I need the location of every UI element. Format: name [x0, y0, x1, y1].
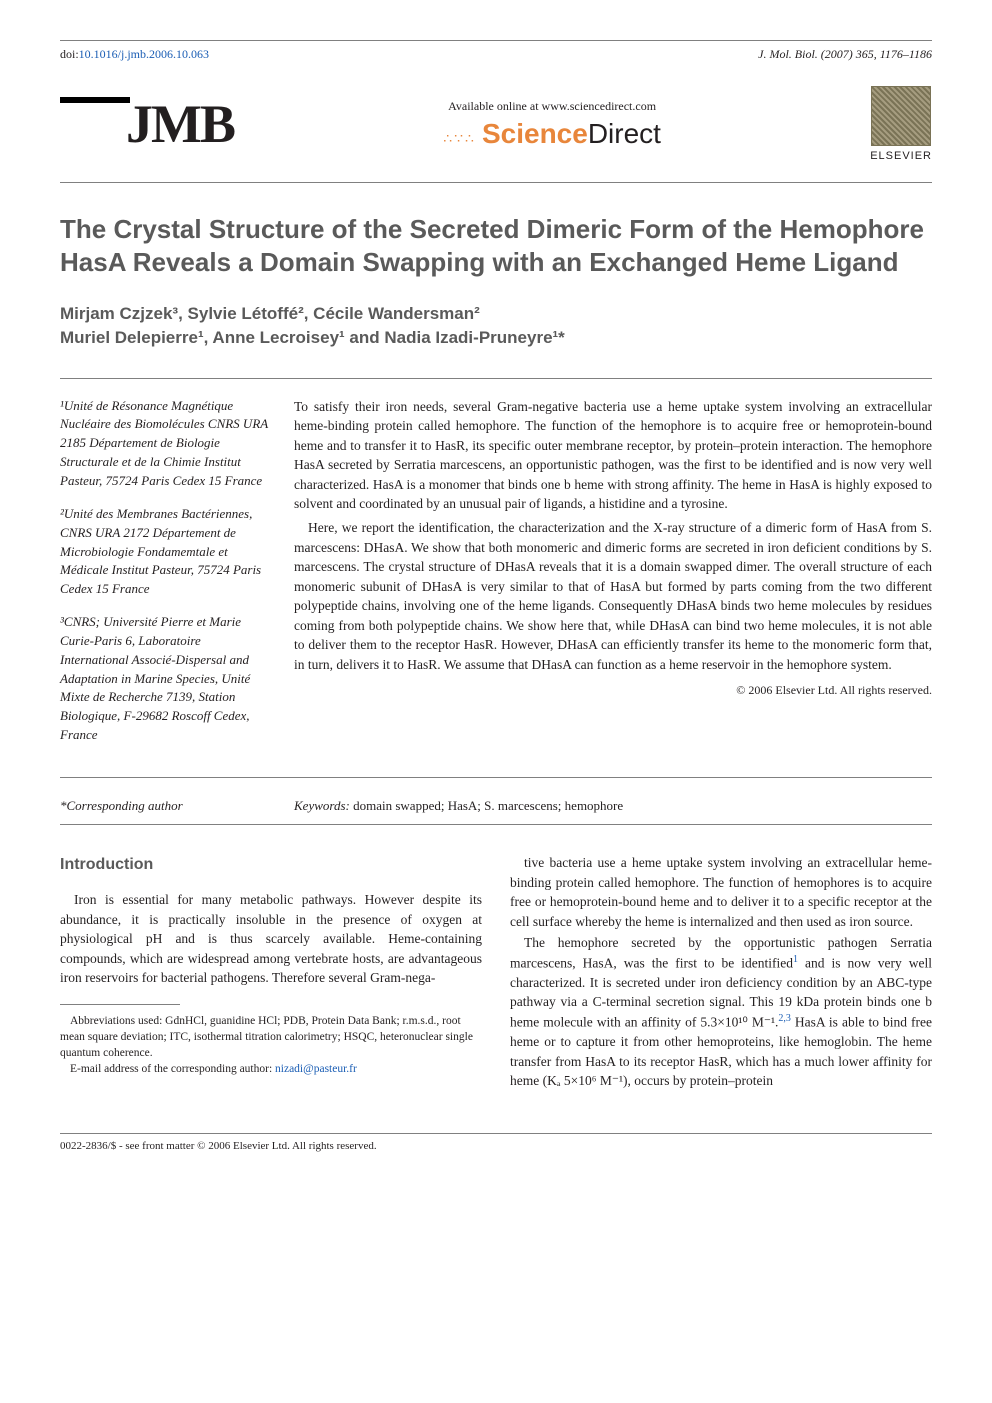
article-title: The Crystal Structure of the Secreted Di… [60, 213, 932, 278]
sciencedirect-block: Available online at www.sciencedirect.co… [443, 99, 661, 150]
elsevier-block: ELSEVIER [870, 86, 932, 162]
doi-label: doi: [60, 47, 79, 61]
abstract-paragraph-1: To satisfy their iron needs, several Gra… [294, 397, 932, 514]
header-row: doi:10.1016/j.jmb.2006.10.063 J. Mol. Bi… [60, 47, 932, 62]
top-rule [60, 40, 932, 41]
brand-row: JMB Available online at www.sciencedirec… [60, 86, 932, 183]
doi: doi:10.1016/j.jmb.2006.10.063 [60, 47, 209, 62]
affiliation-2: ²Unité des Membranes Bactériennes, CNRS … [60, 505, 270, 599]
abstract-copyright: © 2006 Elsevier Ltd. All rights reserved… [294, 682, 932, 699]
sciencedirect-logo: ∴∵∴ ScienceDirect [443, 118, 661, 150]
keywords-row: *Corresponding author Keywords: domain s… [60, 790, 932, 825]
affiliation-1: ¹Unité de Résonance Magnétique Nucléaire… [60, 397, 270, 491]
corresponding-email-link[interactable]: nizadi@pasteur.fr [275, 1063, 357, 1075]
sd-name-1: Science [482, 118, 588, 149]
jmb-logo-text: JMB [126, 94, 234, 154]
corresponding-author-note: *Corresponding author [60, 798, 270, 814]
intro-paragraph-2: The hemophore secreted by the opportunis… [510, 933, 932, 1091]
body-columns: Introduction Iron is essential for many … [60, 853, 932, 1093]
elsevier-tree-icon [871, 86, 931, 146]
keywords-label: Keywords: [294, 798, 350, 813]
affiliation-3: ³CNRS; Université Pierre et Marie Curie-… [60, 613, 270, 745]
keywords-cell: Keywords: domain swapped; HasA; S. marce… [294, 798, 932, 814]
abstract-paragraph-2: Here, we report the identification, the … [294, 518, 932, 675]
footer-copyright: 0022-2836/$ - see front matter © 2006 El… [60, 1133, 932, 1152]
footnote-separator [60, 1004, 180, 1005]
authors: Mirjam Czjzek³, Sylvie Létoffé², Cécile … [60, 302, 932, 350]
body-column-right: tive bacteria use a heme uptake system i… [510, 853, 932, 1093]
elsevier-label: ELSEVIER [870, 150, 932, 162]
affiliations-column: ¹Unité de Résonance Magnétique Nucléaire… [60, 397, 270, 759]
introduction-heading: Introduction [60, 853, 482, 876]
sd-dots-icon: ∴∵∴ [443, 130, 476, 146]
doi-link[interactable]: 10.1016/j.jmb.2006.10.063 [79, 47, 209, 61]
body-column-left: Introduction Iron is essential for many … [60, 853, 482, 1093]
authors-line-1: Mirjam Czjzek³, Sylvie Létoffé², Cécile … [60, 302, 932, 326]
intro-paragraph-1: Iron is essential for many metabolic pat… [60, 890, 482, 988]
keywords-text: domain swapped; HasA; S. marcescens; hem… [353, 798, 623, 813]
jmb-logo-bar [60, 97, 130, 103]
affil-abstract-row: ¹Unité de Résonance Magnétique Nucléaire… [60, 378, 932, 778]
ref-2-3-link[interactable]: 2,3 [778, 1013, 791, 1024]
intro-paragraph-1-cont: tive bacteria use a heme uptake system i… [510, 853, 932, 931]
jmb-logo: JMB [60, 93, 234, 155]
abstract-column: To satisfy their iron needs, several Gra… [294, 397, 932, 759]
abbreviations-footnote: Abbreviations used: GdnHCl, guanidine HC… [60, 1013, 482, 1061]
sd-name-2: Direct [588, 118, 661, 149]
email-label: E-mail address of the corresponding auth… [70, 1063, 272, 1075]
journal-reference: J. Mol. Biol. (2007) 365, 1176–1186 [758, 47, 932, 62]
authors-line-2: Muriel Delepierre¹, Anne Lecroisey¹ and … [60, 326, 932, 350]
email-footnote: E-mail address of the corresponding auth… [60, 1061, 482, 1077]
sd-available-text: Available online at www.sciencedirect.co… [443, 99, 661, 114]
